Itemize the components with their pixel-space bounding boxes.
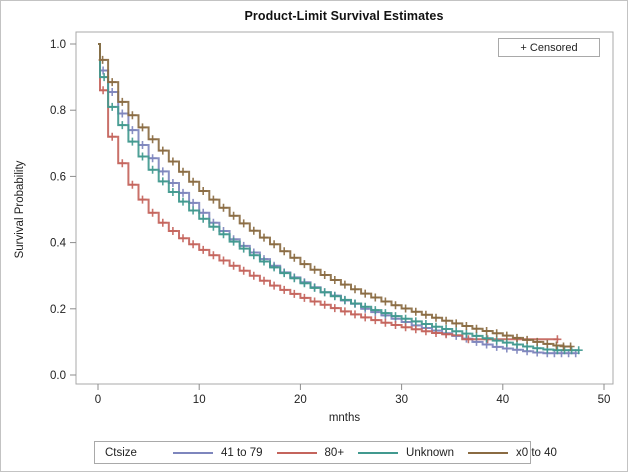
- y-axis-tick-label: 0.2: [50, 304, 66, 316]
- legend-label: 80+: [324, 446, 345, 459]
- x-axis-tick-label: 50: [598, 394, 611, 406]
- x-axis-tick-label: 10: [193, 394, 206, 406]
- y-axis-tick-label: 0.4: [50, 238, 67, 250]
- legend-label: 41 to 79: [220, 446, 263, 459]
- legend-title: Ctsize: [105, 446, 137, 459]
- legend-line-swatch-unknown: [358, 451, 399, 454]
- legend-item-unknown: Unknown: [344, 447, 454, 459]
- legend-line-swatch-x0-to-40: [468, 451, 508, 454]
- legend-line-swatch-80: [276, 451, 317, 454]
- survival-curve-unknown: [98, 43, 580, 352]
- group-legend: Ctsize 41 to 79 80+ Unknown x0 to 40: [94, 441, 557, 464]
- chart-title: Product-Limit Survival Estimates: [244, 9, 444, 23]
- y-axis-tick-label: 0.0: [50, 370, 66, 382]
- legend-item-x0-to-40: x0 to 40: [454, 447, 557, 459]
- y-axis-tick-label: 0.6: [50, 171, 66, 183]
- x-axis-tick-label: 40: [496, 394, 509, 406]
- censored-legend-inset: + Censored: [498, 38, 600, 57]
- legend-label: Unknown: [406, 446, 454, 459]
- x-axis-label: mnths: [329, 412, 361, 424]
- legend-item-80: 80+: [263, 446, 345, 459]
- x-axis-tick-label: 30: [395, 394, 408, 406]
- censored-legend-label: + Censored: [520, 41, 578, 54]
- legend-line-swatch-41-to-79: [172, 451, 213, 454]
- plot-frame: [75, 31, 614, 385]
- survival-curve-80: [98, 43, 559, 341]
- survival-curve-41-to-79: [98, 43, 577, 355]
- x-axis-tick-label: 0: [95, 394, 101, 406]
- censor-marks-80: [99, 86, 562, 344]
- legend-item-41-to-79: 41 to 79: [159, 447, 263, 459]
- y-axis-label: Survival Probability: [14, 160, 26, 258]
- y-axis-tick-label: 1.0: [50, 39, 66, 51]
- legend-label: x0 to 40: [516, 446, 557, 459]
- censor-marks-x0-to-40: [98, 55, 575, 351]
- y-axis-tick-label: 0.8: [50, 105, 66, 117]
- survival-curve-x0-to-40: [98, 43, 572, 348]
- censor-marks-unknown: [100, 73, 583, 355]
- x-axis-tick-label: 20: [294, 394, 307, 406]
- censor-marks-41-to-79: [99, 66, 580, 358]
